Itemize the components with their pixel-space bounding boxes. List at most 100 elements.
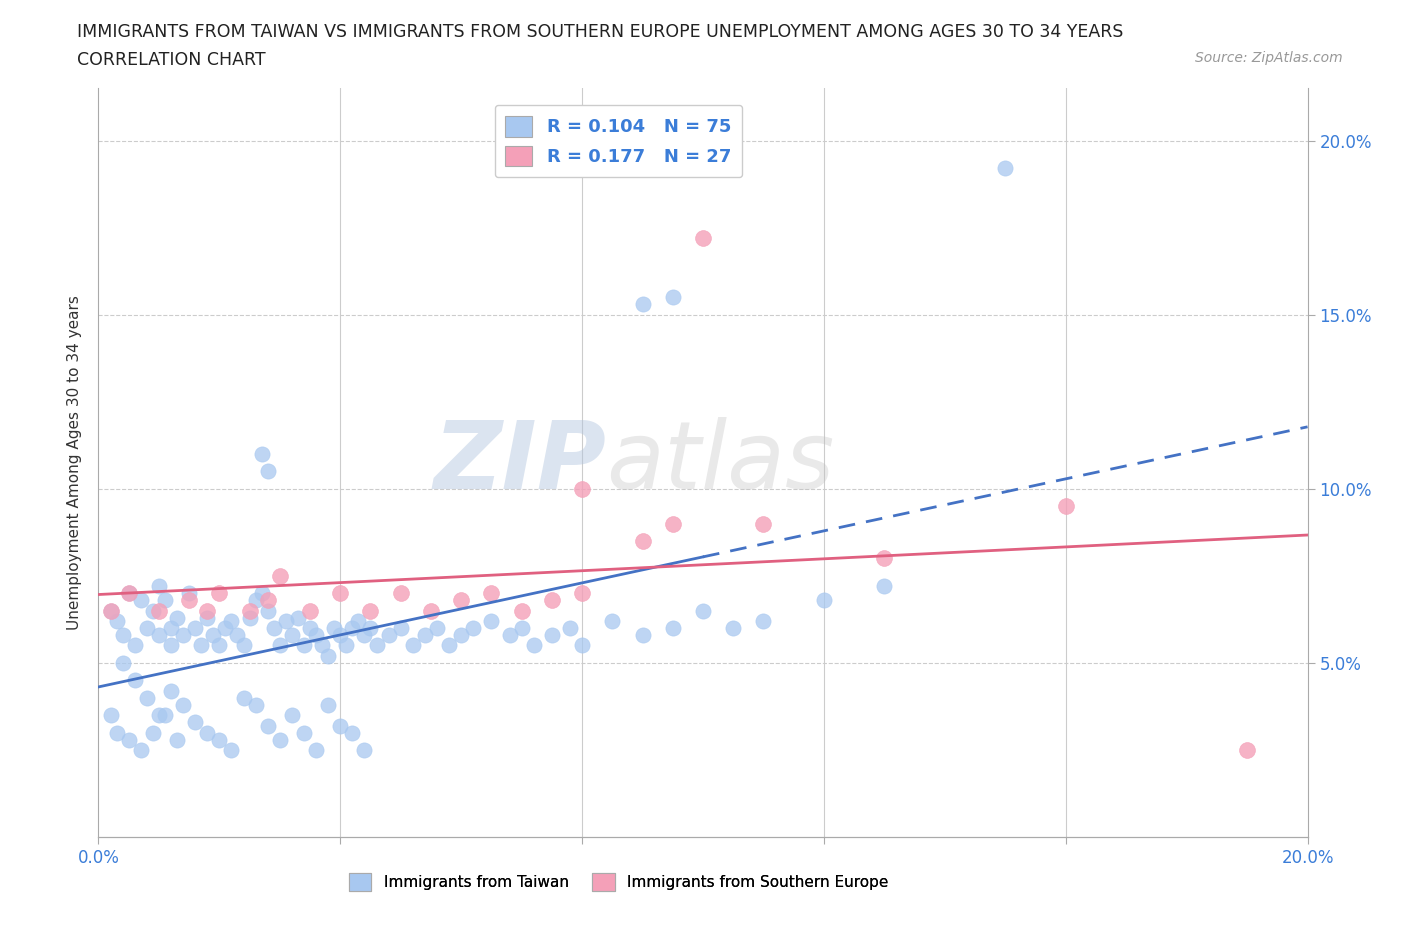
Point xyxy=(148,708,170,723)
Point xyxy=(208,638,231,653)
Point xyxy=(100,708,122,723)
Point xyxy=(661,290,683,305)
Point xyxy=(148,628,170,643)
Point xyxy=(148,604,170,618)
Point xyxy=(571,638,593,653)
Point xyxy=(873,551,896,565)
Point xyxy=(631,534,654,549)
Point xyxy=(692,604,714,618)
Point xyxy=(558,620,581,635)
Point xyxy=(723,620,745,635)
Point xyxy=(153,592,176,607)
Point xyxy=(105,725,128,740)
Point xyxy=(245,698,267,712)
Point xyxy=(256,604,278,618)
Point xyxy=(316,648,339,663)
Point xyxy=(250,586,273,601)
Point xyxy=(166,732,188,747)
Point xyxy=(202,628,225,643)
Point xyxy=(269,732,291,747)
Point xyxy=(360,604,382,618)
Point xyxy=(124,673,146,688)
Point xyxy=(631,297,654,312)
Point xyxy=(195,604,218,618)
Point xyxy=(160,620,183,635)
Point xyxy=(571,586,593,601)
Point xyxy=(335,638,357,653)
Point xyxy=(281,708,304,723)
Point xyxy=(118,586,141,601)
Point xyxy=(208,732,231,747)
Point xyxy=(299,620,322,635)
Point xyxy=(142,725,165,740)
Point xyxy=(172,698,194,712)
Point xyxy=(239,604,262,618)
Point xyxy=(281,628,304,643)
Point xyxy=(661,516,683,531)
Point xyxy=(360,620,382,635)
Point xyxy=(179,586,201,601)
Point xyxy=(221,614,243,629)
Point xyxy=(269,638,291,653)
Point xyxy=(540,628,562,643)
Point xyxy=(510,604,533,618)
Point xyxy=(274,614,297,629)
Point xyxy=(124,638,146,653)
Point xyxy=(692,231,714,246)
Point xyxy=(232,638,254,653)
Point xyxy=(323,620,346,635)
Point xyxy=(160,638,183,653)
Point xyxy=(142,604,165,618)
Point xyxy=(813,592,835,607)
Point xyxy=(100,604,122,618)
Point xyxy=(184,620,207,635)
Point xyxy=(221,742,243,757)
Point xyxy=(752,614,775,629)
Point xyxy=(481,614,503,629)
Point xyxy=(160,684,183,698)
Point xyxy=(129,742,152,757)
Point xyxy=(118,586,141,601)
Point xyxy=(481,586,503,601)
Point xyxy=(437,638,460,653)
Point xyxy=(256,718,278,733)
Point xyxy=(463,620,485,635)
Point xyxy=(510,620,533,635)
Point xyxy=(377,628,399,643)
Y-axis label: Unemployment Among Ages 30 to 34 years: Unemployment Among Ages 30 to 34 years xyxy=(67,295,83,631)
Point xyxy=(389,586,412,601)
Point xyxy=(292,725,315,740)
Point xyxy=(353,628,375,643)
Point xyxy=(245,592,267,607)
Point xyxy=(153,708,176,723)
Point xyxy=(305,628,328,643)
Point xyxy=(111,656,134,671)
Point xyxy=(190,638,212,653)
Point xyxy=(413,628,436,643)
Text: Source: ZipAtlas.com: Source: ZipAtlas.com xyxy=(1195,51,1343,65)
Point xyxy=(752,516,775,531)
Point xyxy=(135,690,157,705)
Point xyxy=(208,586,231,601)
Point xyxy=(420,604,443,618)
Point xyxy=(389,620,412,635)
Point xyxy=(523,638,546,653)
Point xyxy=(329,718,352,733)
Point xyxy=(111,628,134,643)
Point xyxy=(311,638,333,653)
Point xyxy=(305,742,328,757)
Point xyxy=(1236,742,1258,757)
Point xyxy=(329,628,352,643)
Point xyxy=(661,620,683,635)
Text: CORRELATION CHART: CORRELATION CHART xyxy=(77,51,266,69)
Point xyxy=(214,620,236,635)
Text: atlas: atlas xyxy=(606,418,835,508)
Point xyxy=(602,614,624,629)
Text: ZIP: ZIP xyxy=(433,417,606,509)
Point xyxy=(129,592,152,607)
Point xyxy=(118,732,141,747)
Point xyxy=(540,592,562,607)
Point xyxy=(195,610,218,625)
Point xyxy=(250,446,273,461)
Point xyxy=(148,578,170,593)
